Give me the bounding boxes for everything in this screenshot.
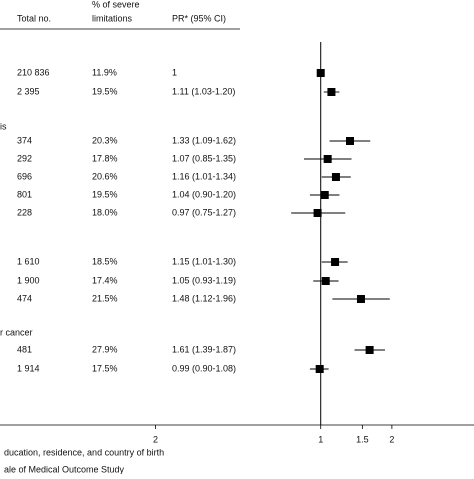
point-estimate [321, 277, 330, 285]
x-tick-label: 2 [389, 434, 394, 444]
pr-cell: 1.05 (0.93-1.19) [172, 275, 236, 285]
point-estimate [315, 365, 324, 373]
total-cell: 1 610 [17, 256, 40, 266]
pr-cell: 1 [172, 67, 177, 77]
header-pr: PR* (95% CI) [172, 13, 226, 23]
footnote: ducation, residence, and country of birt… [4, 447, 164, 457]
point-estimate [365, 346, 374, 354]
percent-cell: 20.3% [92, 135, 118, 145]
percent-cell: 20.6% [92, 171, 118, 181]
pr-cell: 1.33 (1.09-1.62) [172, 135, 236, 145]
header-pct: % of severe [92, 0, 140, 9]
point-estimate [323, 155, 332, 163]
total-cell: 474 [17, 293, 32, 303]
point-estimate [316, 69, 325, 77]
x-tick-label: 2 [153, 434, 158, 444]
total-cell: 210 836 [17, 67, 50, 77]
point-estimate [327, 88, 336, 96]
pr-cell: 1.48 (1.12-1.96) [172, 293, 236, 303]
header-pct: limitations [92, 13, 133, 23]
pr-cell: 1.11 (1.03-1.20) [172, 86, 235, 96]
total-cell: 1 900 [17, 275, 40, 285]
percent-cell: 17.4% [92, 275, 118, 285]
pr-cell: 0.99 (0.90-1.08) [172, 363, 236, 373]
point-estimate [345, 137, 354, 145]
point-estimate [331, 173, 340, 181]
total-cell: 1 914 [17, 363, 40, 373]
group-label: r cancer [0, 327, 33, 337]
percent-cell: 19.5% [92, 189, 118, 199]
total-cell: 292 [17, 153, 32, 163]
percent-cell: 18.5% [92, 256, 118, 266]
group-label: is [0, 121, 7, 131]
percent-cell: 19.5% [92, 86, 118, 96]
total-cell: 801 [17, 189, 32, 199]
percent-cell: 18.0% [92, 207, 118, 217]
pr-cell: 1.61 (1.39-1.87) [172, 344, 236, 354]
pr-cell: 1.04 (0.90-1.20) [172, 189, 236, 199]
x-tick-label: 1 [318, 434, 323, 444]
point-estimate [331, 258, 340, 266]
percent-cell: 21.5% [92, 293, 118, 303]
point-estimate [320, 191, 329, 199]
footnote: ale of Medical Outcome Study [4, 464, 125, 474]
pr-cell: 1.07 (0.85-1.35) [172, 153, 236, 163]
pr-cell: 1.16 (1.01-1.34) [172, 171, 236, 181]
header-total: Total no. [17, 13, 51, 23]
pr-cell: 0.97 (0.75-1.27) [172, 207, 236, 217]
percent-cell: 17.5% [92, 363, 118, 373]
percent-cell: 11.9% [92, 67, 117, 77]
pr-cell: 1.15 (1.01-1.30) [172, 256, 236, 266]
total-cell: 696 [17, 171, 32, 181]
total-cell: 228 [17, 207, 32, 217]
percent-cell: 27.9% [92, 344, 118, 354]
point-estimate [356, 295, 365, 303]
percent-cell: 17.8% [92, 153, 118, 163]
total-cell: 481 [17, 344, 32, 354]
x-tick-label: 1.5 [356, 434, 369, 444]
total-cell: 374 [17, 135, 32, 145]
point-estimate [313, 209, 322, 217]
total-cell: 2 395 [17, 86, 40, 96]
